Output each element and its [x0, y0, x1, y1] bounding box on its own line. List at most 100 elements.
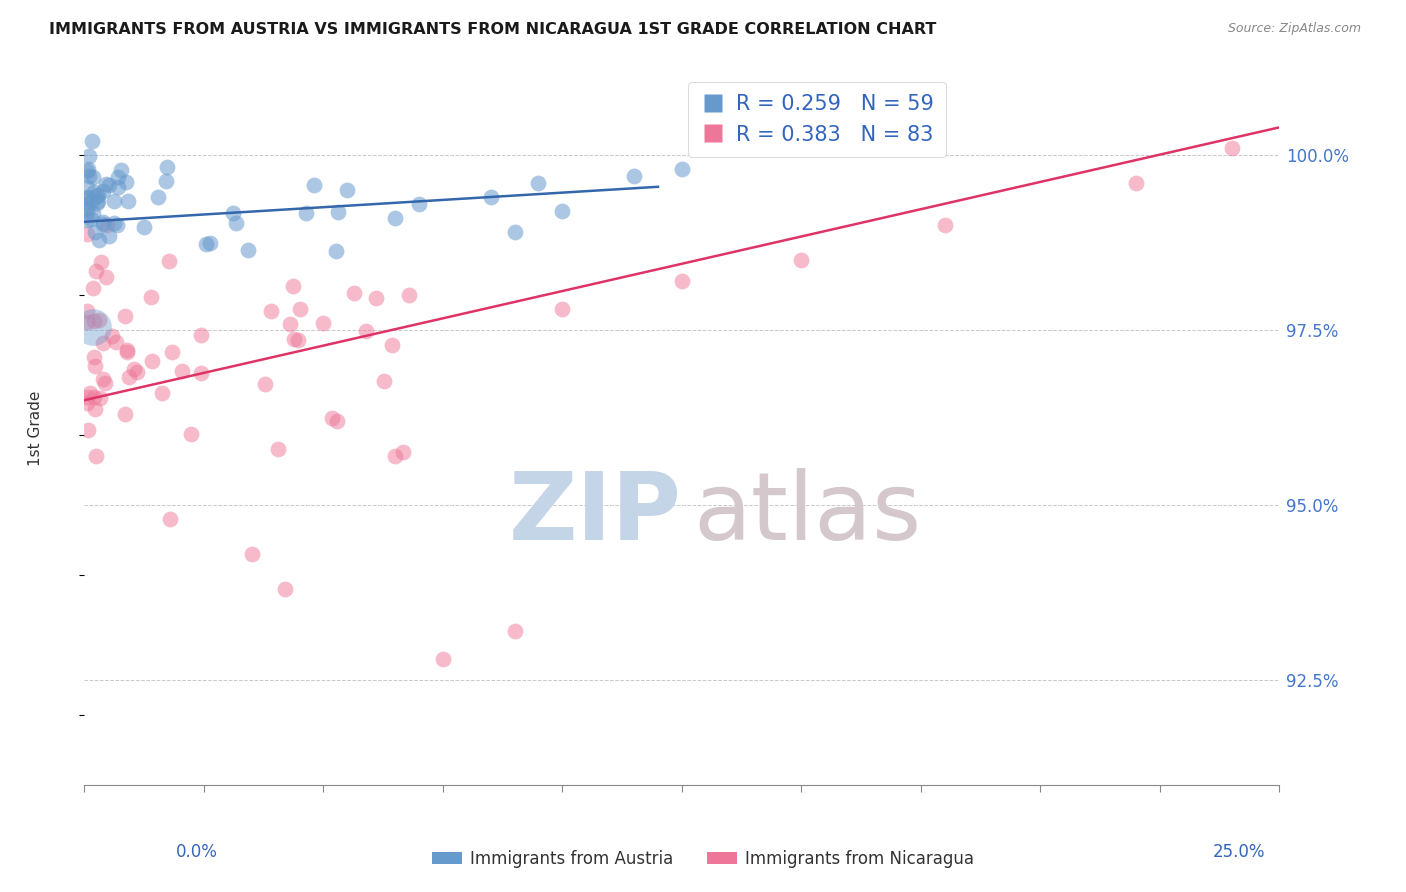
Point — [91, 214, 114, 228]
Point — [84, 225, 107, 239]
Text: 1st Grade: 1st Grade — [28, 391, 42, 466]
Point — [82, 319, 104, 334]
Point — [1125, 176, 1147, 190]
Point — [77, 169, 100, 183]
Point — [80, 211, 103, 226]
Point — [551, 302, 574, 317]
Point — [671, 274, 693, 288]
Point — [82, 206, 104, 220]
Point — [76, 179, 98, 194]
Point — [76, 315, 98, 329]
Point — [103, 216, 125, 230]
Point — [91, 372, 114, 386]
Point — [326, 414, 349, 428]
Point — [115, 343, 138, 357]
Point — [671, 162, 693, 177]
Point — [76, 163, 98, 178]
Point — [83, 350, 105, 364]
Text: IMMIGRANTS FROM AUSTRIA VS IMMIGRANTS FROM NICARAGUA 1ST GRADE CORRELATION CHART: IMMIGRANTS FROM AUSTRIA VS IMMIGRANTS FR… — [49, 22, 936, 37]
Point — [134, 220, 156, 235]
Point — [83, 186, 105, 200]
Point — [84, 359, 107, 373]
Point — [76, 390, 98, 404]
Point — [295, 205, 318, 219]
Point — [790, 253, 813, 268]
Legend: R = 0.259   N = 59, R = 0.383   N = 83: R = 0.259 N = 59, R = 0.383 N = 83 — [688, 82, 946, 157]
Point — [89, 392, 111, 406]
Point — [160, 344, 183, 359]
Point — [114, 309, 136, 323]
Point — [336, 183, 359, 197]
Point — [105, 218, 128, 232]
Point — [373, 374, 395, 388]
Point — [408, 197, 430, 211]
Point — [103, 194, 125, 208]
Point — [91, 184, 114, 198]
Point — [148, 190, 170, 204]
Point — [1220, 141, 1243, 155]
Point — [150, 386, 173, 401]
Point — [343, 285, 366, 300]
Point — [156, 160, 179, 174]
Text: 0.0%: 0.0% — [176, 843, 218, 861]
Point — [312, 316, 335, 330]
Point — [79, 385, 101, 400]
Point — [76, 227, 98, 241]
Point — [281, 279, 304, 293]
Point — [302, 178, 325, 192]
Point — [76, 203, 98, 218]
Point — [432, 652, 454, 666]
Point — [87, 233, 110, 247]
Point — [84, 263, 107, 277]
Legend: Immigrants from Austria, Immigrants from Nicaragua: Immigrants from Austria, Immigrants from… — [425, 844, 981, 875]
Text: ZIP: ZIP — [509, 467, 682, 560]
Point — [222, 206, 245, 220]
Point — [194, 237, 217, 252]
Point — [225, 216, 247, 230]
Point — [124, 362, 146, 376]
Point — [76, 212, 98, 227]
Point — [170, 364, 193, 378]
Point — [384, 450, 406, 464]
Point — [180, 426, 202, 441]
Point — [274, 582, 297, 596]
Point — [527, 176, 550, 190]
Point — [278, 317, 301, 331]
Point — [83, 390, 105, 404]
Point — [91, 335, 114, 350]
Point — [114, 408, 136, 422]
Point — [321, 410, 343, 425]
Point — [82, 281, 104, 295]
Point — [82, 170, 104, 185]
Point — [236, 243, 259, 257]
Point — [83, 314, 105, 328]
Point — [190, 366, 212, 380]
Point — [86, 188, 108, 202]
Point — [87, 194, 110, 208]
Point — [82, 194, 104, 208]
Point — [93, 376, 115, 390]
Point — [94, 177, 117, 191]
Point — [503, 624, 526, 638]
Point — [287, 333, 309, 347]
Point — [90, 254, 112, 268]
Point — [76, 190, 98, 204]
Point — [86, 449, 108, 463]
Point — [354, 324, 377, 338]
Point — [391, 445, 413, 459]
Point — [77, 149, 100, 163]
Point — [283, 332, 305, 346]
Point — [77, 191, 100, 205]
Point — [76, 304, 98, 318]
Point — [260, 304, 283, 318]
Point — [398, 288, 420, 302]
Point — [96, 218, 118, 232]
Point — [326, 205, 349, 219]
Point — [117, 194, 139, 209]
Point — [479, 190, 502, 204]
Point — [139, 290, 162, 304]
Point — [267, 442, 290, 456]
Point — [76, 201, 98, 215]
Point — [503, 225, 526, 239]
Point — [86, 195, 108, 210]
